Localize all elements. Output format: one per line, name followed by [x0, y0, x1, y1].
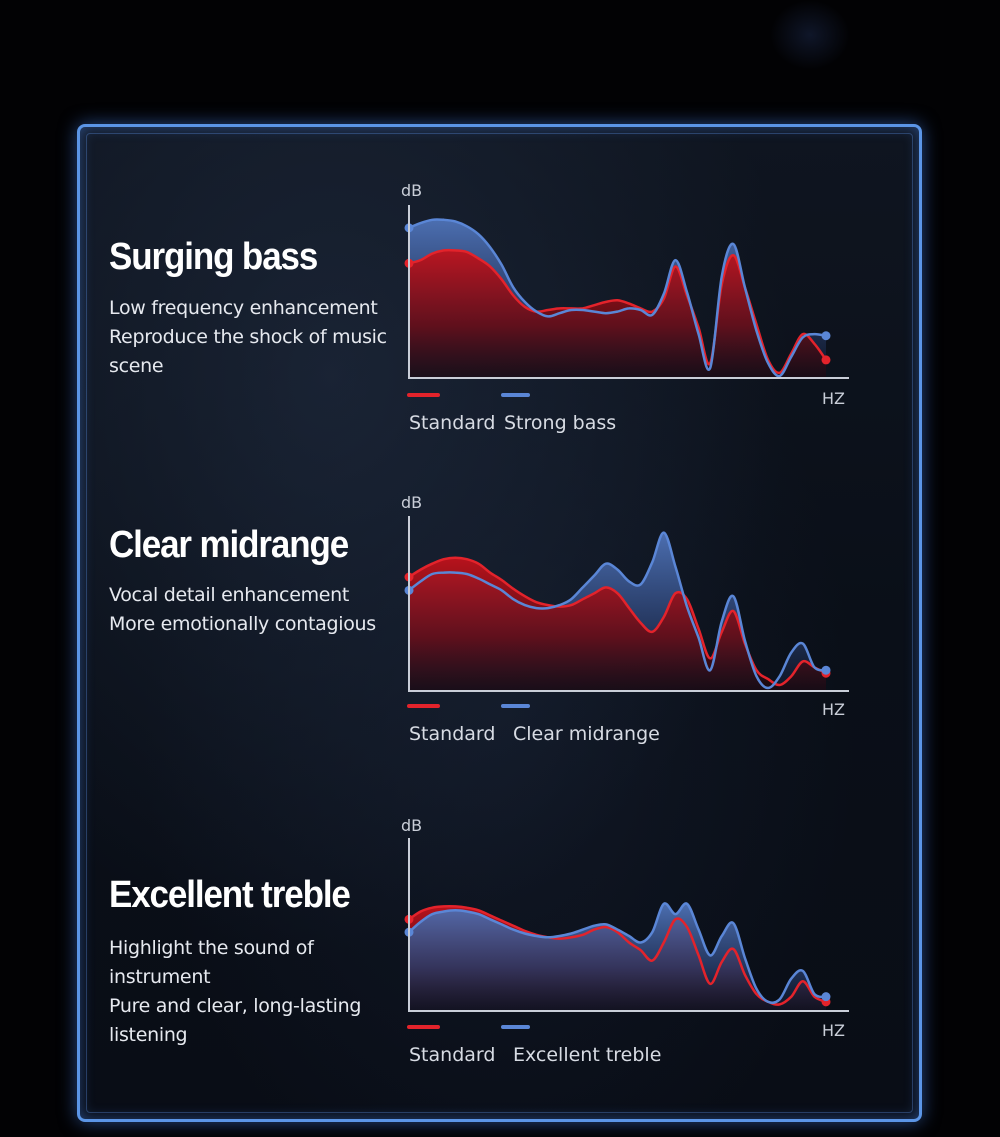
standard-series-line [408, 556, 827, 687]
x-axis-label: HZ [822, 700, 845, 719]
y-axis-label: dB [401, 181, 422, 200]
description-line: listening [109, 1024, 188, 1046]
description-line: instrument [109, 966, 211, 988]
standard-series-point [821, 355, 831, 365]
standard-series-line [408, 248, 828, 375]
legend-label-standard: Standard [409, 723, 495, 745]
corner-glow [770, 0, 850, 70]
y-axis-label: dB [401, 493, 422, 512]
legend-label-standard: Standard [409, 1044, 495, 1066]
section-title: Clear midrange [109, 524, 349, 566]
section-title: Surging bass [109, 236, 318, 278]
description-line: Pure and clear, long-lasting [109, 995, 362, 1017]
standard-series-line [408, 905, 827, 1006]
section-description: Low frequency enhancement Reproduce the … [109, 294, 387, 381]
eq-chart: dB HZ Standard Clear midrange [401, 493, 849, 745]
standard-area [409, 557, 826, 690]
enhanced-series-point [821, 992, 831, 1002]
eq-chart: dB HZ Standard Excellent treble [401, 816, 849, 1066]
standard-area [409, 250, 826, 377]
x-axis-label: HZ [822, 389, 845, 408]
description-line: Vocal detail enhancement [109, 584, 350, 606]
enhanced-series-line [408, 218, 827, 378]
legend-label-enhanced: Clear midrange [513, 723, 660, 745]
description-line: Low frequency enhancement [109, 297, 378, 319]
enhanced-area [409, 903, 826, 1010]
enhanced-series-line [408, 531, 827, 690]
section-description: Vocal detail enhancement More emotionall… [109, 581, 376, 639]
enhanced-series-point [821, 665, 831, 675]
description-line: Reproduce the shock of music [109, 326, 387, 348]
legend-label-enhanced: Excellent treble [513, 1044, 661, 1066]
enhanced-series-point [821, 331, 831, 341]
eq-chart: dB HZ Standard Strong bass [401, 181, 849, 434]
description-line: Highlight the sound of [109, 937, 314, 959]
y-axis-label: dB [401, 816, 422, 835]
section-description: Highlight the sound of instrument Pure a… [109, 934, 361, 1050]
x-axis-label: HZ [822, 1021, 845, 1040]
legend-label-standard: Standard [409, 412, 495, 434]
description-line: More emotionally contagious [109, 613, 376, 635]
section-title: Excellent treble [109, 874, 351, 916]
enhanced-series-line [408, 902, 827, 1005]
legend-label-enhanced: Strong bass [504, 412, 616, 434]
description-line: scene [109, 355, 164, 377]
